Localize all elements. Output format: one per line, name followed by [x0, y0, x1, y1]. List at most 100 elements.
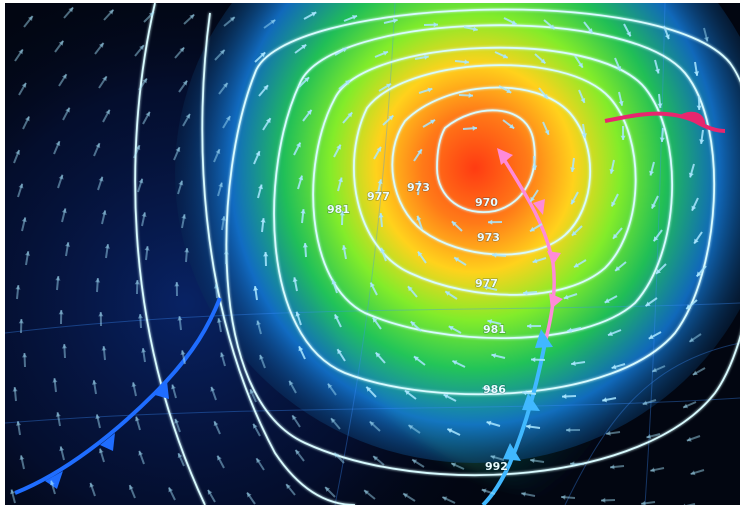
isobar-970	[436, 109, 536, 213]
wind-arrow-head-icon	[137, 314, 143, 319]
wind-arrow-head-icon	[134, 280, 140, 285]
wind-arrow-head-icon	[416, 215, 422, 221]
wind-arrow-head-icon	[289, 380, 294, 386]
cold-front-symbols	[503, 329, 553, 461]
wind-arrow-icon	[521, 492, 536, 497]
wind-arrow-icon	[177, 452, 185, 467]
wind-arrow-head-icon	[145, 111, 150, 117]
wind-arrow-icon	[217, 318, 222, 333]
wind-arrow-head-icon	[571, 360, 576, 366]
wind-arrow-head-icon	[506, 88, 512, 93]
wind-arrow-head-icon	[304, 77, 310, 83]
wind-arrow-head-icon	[580, 97, 586, 103]
wind-arrow-icon	[605, 431, 621, 435]
wind-arrow-head-icon	[298, 346, 304, 352]
wind-arrow-head-icon	[15, 421, 22, 426]
wind-arrow-head-icon	[427, 87, 433, 93]
wind-arrow-head-icon	[443, 394, 449, 399]
wind-arrow-head-icon	[189, 14, 195, 20]
wind-arrow-icon	[174, 46, 185, 59]
wind-arrow-head-icon	[98, 448, 104, 454]
wind-arrow-head-icon	[481, 488, 487, 494]
wind-arrow-icon	[215, 283, 218, 299]
wind-arrow-head-icon	[270, 19, 276, 25]
wind-arrow-head-icon	[249, 389, 255, 395]
wind-arrow-head-icon	[532, 258, 538, 264]
wind-arrow-head-icon	[688, 172, 694, 178]
wind-arrow-head-icon	[532, 165, 538, 170]
wind-arrow-head-icon	[217, 455, 222, 461]
wind-arrow-head-icon	[549, 24, 555, 30]
wind-arrow-head-icon	[413, 356, 419, 362]
wind-arrow-icon	[18, 82, 27, 96]
wind-arrow-head-icon	[376, 146, 382, 152]
wind-arrow-icon	[407, 424, 421, 434]
wind-arrow-icon	[96, 277, 99, 293]
wind-arrow-head-icon	[301, 44, 307, 50]
wind-arrow-icon	[171, 384, 177, 399]
wind-arrow-head-icon	[373, 456, 379, 461]
wind-arrow-head-icon	[369, 421, 375, 427]
wind-arrow-icon	[99, 448, 105, 463]
wind-arrow-head-icon	[377, 179, 383, 185]
wind-arrow-icon	[13, 149, 21, 164]
wind-arrow-icon	[690, 469, 705, 476]
wind-arrow-head-icon	[472, 125, 477, 131]
wind-arrow-head-icon	[219, 352, 225, 358]
wind-arrow-head-icon	[255, 151, 261, 157]
wind-arrow-icon	[294, 449, 305, 462]
wind-arrow-icon	[216, 455, 225, 469]
wind-arrow-head-icon	[452, 360, 458, 366]
wind-arrow-icon	[59, 446, 65, 461]
wind-arrow-icon	[703, 27, 709, 42]
cold-front-triangle-icon	[45, 471, 63, 489]
isobar-label: 981	[483, 323, 506, 336]
wind-arrow-head-icon	[300, 209, 306, 214]
wind-arrow-head-icon	[253, 286, 259, 291]
wind-arrow-head-icon	[216, 318, 222, 323]
isobar-label: 981	[327, 203, 350, 216]
wind-arrow-icon	[98, 75, 108, 89]
wind-arrow-icon	[58, 73, 68, 87]
wind-arrow-head-icon	[610, 464, 615, 470]
wind-arrow-head-icon	[699, 139, 705, 144]
wind-arrow-head-icon	[530, 196, 535, 202]
wind-arrow-head-icon	[654, 68, 660, 74]
wind-arrow-icon	[174, 418, 181, 433]
wind-arrow-head-icon	[386, 83, 392, 89]
wind-arrow-head-icon	[101, 346, 107, 351]
wind-arrow-head-icon	[342, 47, 348, 53]
wind-arrow-head-icon	[652, 367, 658, 373]
wind-arrow-head-icon	[138, 450, 144, 456]
wind-arrow-head-icon	[102, 76, 107, 82]
warm-front-semicircle-icon	[680, 111, 706, 127]
wind-arrow-icon	[249, 388, 257, 403]
wind-arrow-icon	[223, 16, 236, 27]
wind-arrow-head-icon	[22, 353, 28, 358]
wind-arrow-icon	[103, 9, 115, 21]
isobar-973	[391, 86, 592, 256]
wind-arrow-icon	[63, 343, 66, 359]
wind-arrow-head-icon	[570, 461, 575, 467]
wind-arrow-head-icon	[89, 482, 95, 488]
wind-arrow-head-icon	[134, 416, 140, 422]
wind-arrow-head-icon	[492, 252, 497, 258]
wind-arrow-icon	[490, 455, 505, 461]
isobar-label: 986	[483, 383, 506, 396]
wind-arrow-head-icon	[55, 276, 61, 281]
wind-arrow-head-icon	[352, 14, 357, 20]
wind-arrow-head-icon	[375, 352, 381, 358]
wind-arrow-head-icon	[566, 427, 571, 433]
wind-arrow-head-icon	[530, 226, 536, 232]
wind-arrow-head-icon	[135, 145, 141, 151]
wind-arrow-head-icon	[131, 382, 137, 388]
wind-arrow-icon	[142, 111, 151, 125]
wind-arrow-icon	[133, 144, 141, 159]
isobar-labels: 970 973 973 977 977 981 981 986 992	[326, 180, 508, 473]
wind-arrow-head-icon	[141, 212, 147, 218]
cold-front-triangle-icon	[503, 443, 521, 461]
wind-arrow-head-icon	[587, 28, 593, 34]
wind-arrow-head-icon	[295, 449, 301, 455]
wind-arrow-icon	[178, 80, 188, 93]
wind-arrow-head-icon	[210, 386, 216, 392]
